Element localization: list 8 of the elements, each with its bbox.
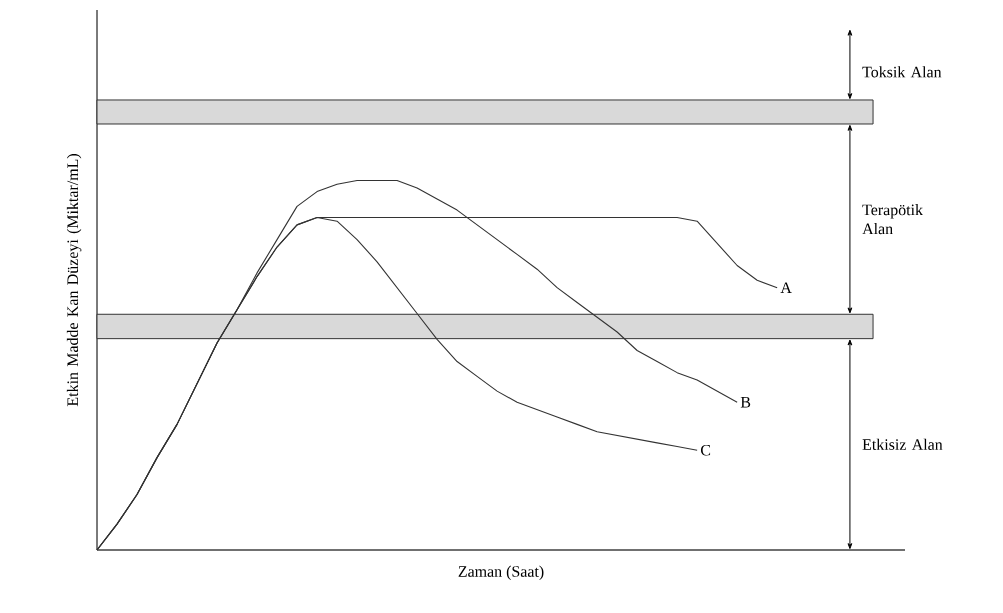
x-axis-title: Zaman (Saat) — [458, 565, 544, 581]
text: Etkisiz Alan — [862, 438, 943, 450]
series-label: B — [740, 396, 751, 408]
text: Toksik Alan — [862, 66, 942, 78]
text: Terapötik Alan — [862, 204, 923, 235]
series-label: A — [780, 282, 792, 293]
series-label: C — [700, 444, 711, 456]
y-axis-title: Etkin Madde Kan Düzeyi (Miktar/mL) — [66, 154, 82, 407]
